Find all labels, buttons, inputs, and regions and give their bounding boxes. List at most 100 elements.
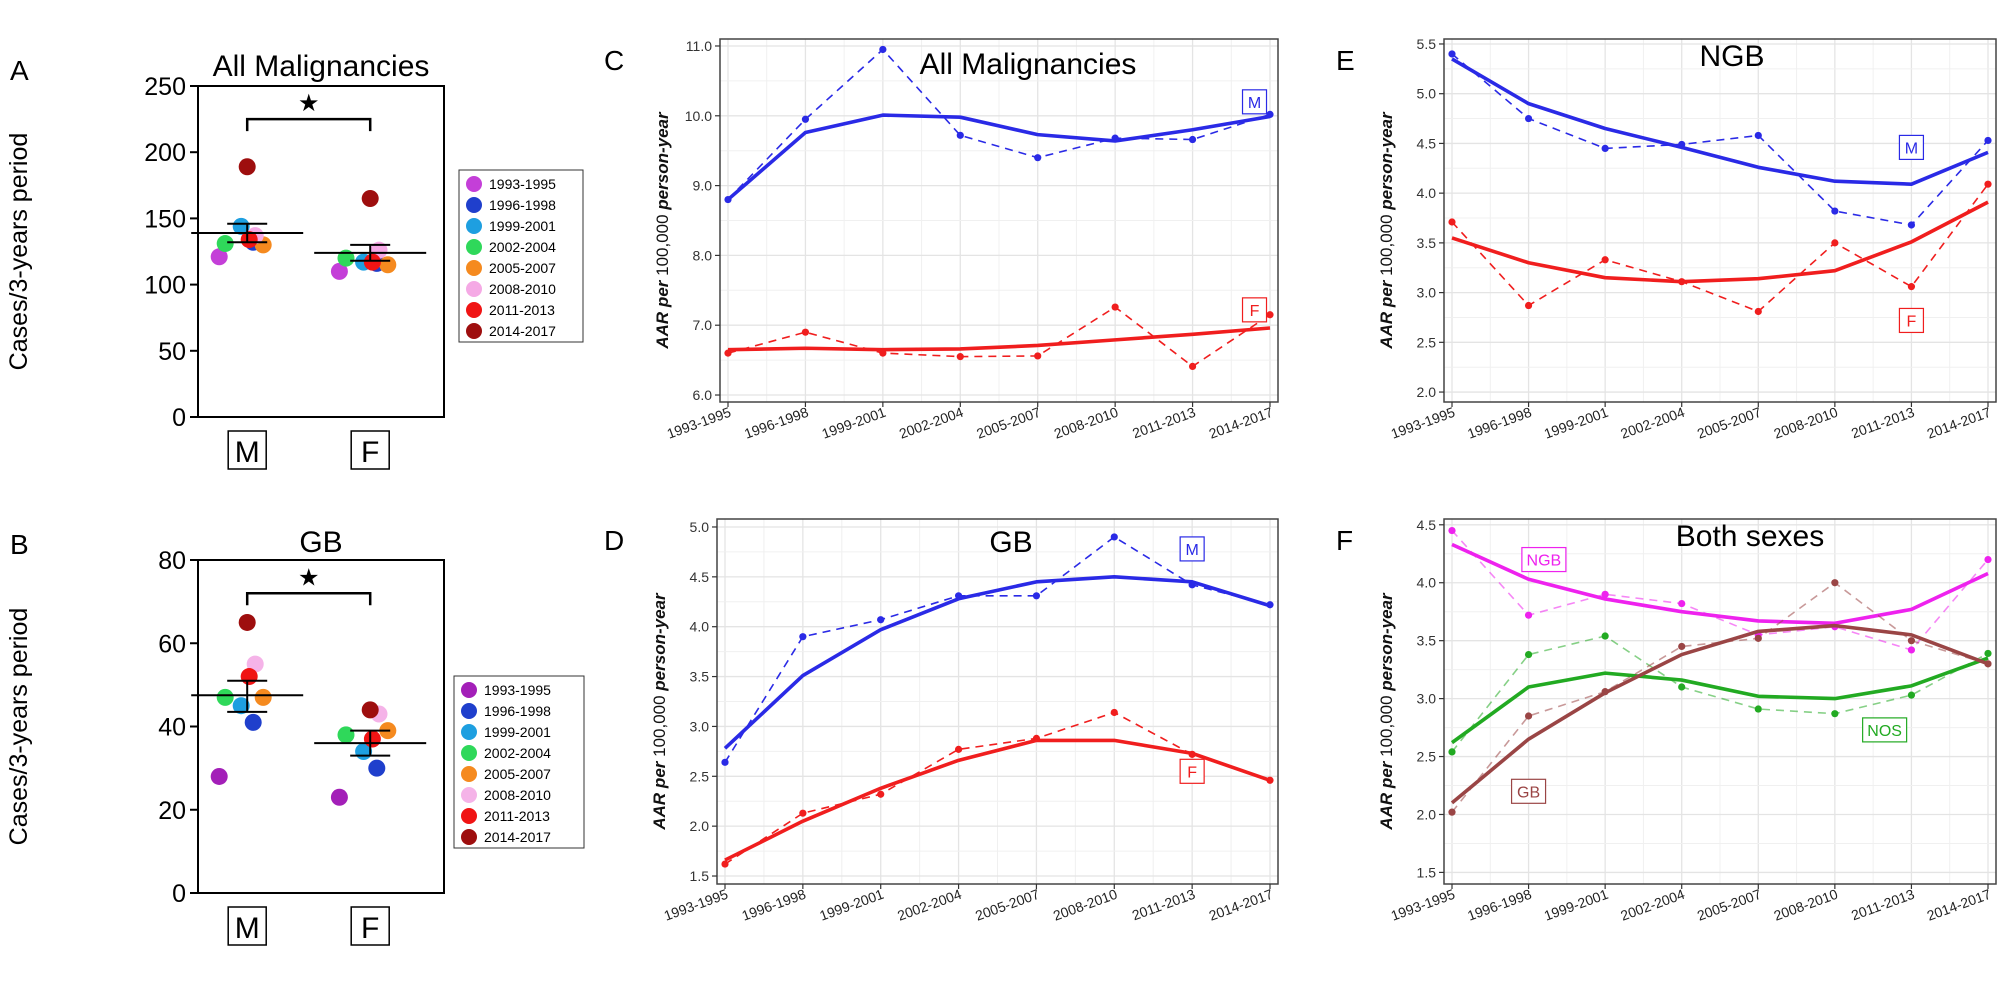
legend-label: 2011-2013 [484,808,550,824]
observed-point [1266,776,1274,784]
y-axis-label-part: 100,000 [1377,691,1396,757]
y-axis-label: Cases/3-years period [5,608,33,846]
series-label-box [1898,307,1925,334]
x-category-box [227,430,267,470]
y-axis-label: AAR per 100,000 person-year [653,111,672,350]
observed-point [1448,218,1456,226]
observed-line [727,48,1271,201]
observed-point [1034,352,1042,360]
series-label: F [1187,764,1197,781]
x-tick-label: 2005-2007 [974,404,1043,442]
data-point [210,248,228,266]
observed-point [1266,601,1274,609]
legend-swatch [461,766,477,782]
x-tick-label: 2005-2007 [1695,404,1764,442]
data-point [330,262,348,280]
observed-point [1110,533,1118,541]
y-tick-label: 80 [158,547,186,575]
legend-label: 1999-2001 [489,218,556,234]
legend-swatch [466,323,482,339]
observed-point [1448,748,1456,756]
observed-point [1188,750,1196,758]
series-nos: NOS [1448,632,1992,756]
observed-point [956,353,964,361]
legend-swatch [466,239,482,255]
x-tick-label: 1996-1998 [1465,886,1534,924]
data-point [361,701,379,719]
observed-point [1754,131,1762,140]
chart-title: GB [299,526,342,559]
observed-point [1831,207,1839,215]
observed-point [1188,362,1197,370]
y-axis-label-part: 100,000 [1377,210,1396,276]
x-tick-label: 1999-2001 [819,404,888,442]
observed-point [801,328,810,336]
trend-line [724,738,1271,862]
observed-point [877,616,885,624]
data-point [240,668,258,686]
grid [717,519,1278,884]
trend-line [1450,656,1989,745]
data-point [210,767,228,785]
series-label: NGB [1527,553,1562,570]
legend-swatch [461,745,477,761]
plot-frame [197,559,445,894]
series-label-box [1241,89,1268,115]
y-tick-label: 2.0 [1417,384,1437,400]
observed-point [799,809,807,817]
observed-point [1907,691,1916,699]
data-point [216,235,234,253]
x-tick-label: 2008-2010 [1771,404,1840,442]
observed-point [1266,311,1274,319]
series-label-box [1510,778,1547,804]
series-label-box [1179,536,1205,562]
panel-d: D 1.5 2.0 2.5 3.0 3.5 4.0 4.5 5.0 1993-1995 1996-1… [604,518,1279,924]
observed-point [721,860,729,868]
trend-line [1451,542,1989,626]
x-tick-label: 2008-2010 [1771,886,1840,924]
observed-point [1601,144,1609,152]
x-tick-label: 1996-1998 [739,886,808,924]
y-axis-label-part: 100,000 [653,210,672,276]
observed-point [1907,283,1916,291]
observed-point [1188,135,1197,144]
series-label: GB [1517,784,1540,801]
series-m: M [1448,50,1992,229]
y-tick-label: 11.0 [686,38,712,54]
x-tick-label: 1993-1995 [1389,886,1458,924]
content-layer: A All Malignancies Cases/3-years period 0 50… [5,36,1997,946]
x-category-label: M [235,436,260,469]
observed-point [954,592,963,600]
panel-letter: F [1336,525,1353,556]
y-tick-label: 1.5 [690,868,710,884]
data-point [244,713,262,731]
data-point [238,613,256,631]
y-tick-label: 2.5 [1417,749,1437,765]
observed-point [1188,581,1196,589]
legend: 1993-1995 1996-1998 1999-2001 2002-2004 2005… [458,169,584,343]
observed-point [1907,637,1916,645]
y-axis-label-part: person-year [650,592,669,692]
y-tick-label: 3.0 [690,718,710,734]
trend-line [1451,200,1989,284]
trend-line [1450,623,1989,805]
y-tick-label: 4.0 [1417,575,1437,591]
panel-e: E 2.0 2.5 3.0 3.5 4.0 4.5 5.0 5.5 1993-1995 1996-1… [1336,36,1997,442]
x-category-box [350,906,390,946]
chart-title: Both sexes [1676,520,1824,553]
data-point [363,730,381,748]
x-tick-label: 2002-2004 [897,404,966,442]
y-axis-label: AAR per 100,000 person-year [650,592,669,831]
legend: 1993-1995 1996-1998 1999-2001 2002-2004 2005… [453,675,585,849]
observed-point [1678,683,1686,691]
y-axis-label-part: AAR per [1377,757,1396,831]
x-tick-label: 1993-1995 [662,886,731,924]
series-f: F [1448,180,1992,334]
series-label-box [1179,758,1205,784]
observed-point [1111,134,1119,142]
observed-point [1601,256,1609,264]
observed-point [1984,649,1992,658]
legend-label: 1996-1998 [489,197,556,213]
legend-label: 2002-2004 [484,745,551,761]
legend-swatch [466,260,482,276]
